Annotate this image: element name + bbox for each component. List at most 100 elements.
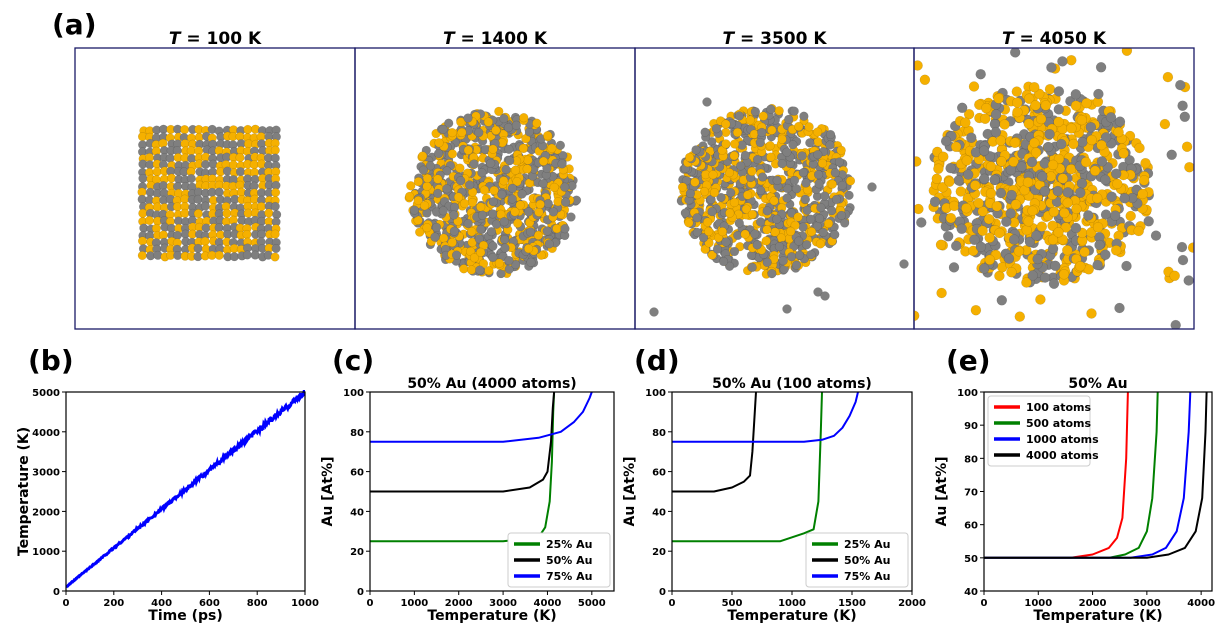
atom bbox=[900, 260, 909, 269]
atom bbox=[806, 215, 815, 224]
atom bbox=[1045, 84, 1055, 94]
snapshot-2 bbox=[355, 48, 635, 329]
atom bbox=[180, 125, 189, 134]
legend: 100 atoms500 atoms1000 atoms4000 atoms bbox=[988, 396, 1099, 466]
atom bbox=[476, 225, 485, 234]
atom bbox=[527, 258, 536, 267]
atom bbox=[138, 237, 147, 246]
atom bbox=[519, 144, 528, 153]
atom bbox=[450, 227, 459, 236]
atom bbox=[1012, 98, 1022, 108]
y-tick-label: 90 bbox=[964, 421, 978, 432]
series-line bbox=[66, 390, 305, 587]
atom bbox=[561, 198, 570, 207]
atom bbox=[1011, 200, 1021, 210]
y-tick-label: 80 bbox=[964, 454, 978, 465]
atom bbox=[1144, 216, 1154, 226]
snapshot-3 bbox=[635, 48, 914, 329]
atom bbox=[464, 219, 473, 228]
atom bbox=[271, 253, 280, 262]
atom bbox=[943, 231, 953, 241]
atom bbox=[795, 251, 804, 260]
y-tick-label: 60 bbox=[652, 468, 666, 479]
atom bbox=[138, 251, 147, 260]
atom bbox=[501, 244, 510, 253]
atom bbox=[831, 168, 840, 177]
atom bbox=[1000, 120, 1010, 130]
atom bbox=[963, 170, 973, 180]
y-tick-label: 60 bbox=[964, 521, 978, 532]
atom bbox=[1100, 175, 1110, 185]
atom bbox=[778, 135, 787, 144]
atom bbox=[1053, 186, 1063, 196]
atom bbox=[770, 196, 779, 205]
atom bbox=[1004, 254, 1014, 264]
atom bbox=[543, 131, 552, 140]
y-tick-label: 100 bbox=[343, 388, 364, 399]
atom bbox=[979, 174, 989, 184]
y-tick-label: 100 bbox=[645, 388, 666, 399]
atom bbox=[819, 228, 828, 237]
chart-b: (b)0 200 400 600 800 100001000200030004000500… bbox=[16, 344, 319, 623]
atom bbox=[1097, 140, 1107, 150]
snapshot-title-value: = 1400 K bbox=[455, 29, 548, 49]
snapshot-frames bbox=[75, 46, 1198, 330]
atom bbox=[1107, 192, 1117, 202]
x-tick-label: 5000 bbox=[578, 598, 606, 609]
atom bbox=[448, 238, 457, 247]
atom bbox=[1037, 222, 1047, 232]
atom bbox=[524, 156, 533, 165]
x-axis-label: Time (ps) bbox=[148, 608, 222, 623]
atom bbox=[949, 262, 959, 272]
atom bbox=[759, 112, 768, 121]
atom bbox=[478, 211, 487, 220]
atom bbox=[1077, 178, 1087, 188]
atom bbox=[813, 128, 822, 137]
y-tick-label: 5000 bbox=[32, 388, 60, 399]
atom bbox=[524, 207, 533, 216]
atom bbox=[750, 230, 759, 239]
atom bbox=[974, 198, 984, 208]
atom bbox=[748, 263, 757, 272]
atom bbox=[1178, 255, 1188, 265]
atom bbox=[410, 206, 419, 215]
atom bbox=[762, 237, 771, 246]
atoms bbox=[650, 98, 909, 317]
atom bbox=[500, 217, 509, 226]
atom bbox=[986, 188, 996, 198]
legend-label: 25% Au bbox=[546, 538, 593, 551]
atom bbox=[710, 188, 719, 197]
atom bbox=[487, 227, 496, 236]
atom bbox=[772, 215, 781, 224]
atom bbox=[970, 180, 980, 190]
atom bbox=[1029, 82, 1039, 92]
legend: 25% Au50% Au75% Au bbox=[508, 533, 610, 587]
atom bbox=[1028, 206, 1038, 216]
atom bbox=[722, 238, 731, 247]
atom bbox=[271, 202, 280, 211]
y-tick-label: 80 bbox=[652, 428, 666, 439]
atom bbox=[500, 235, 509, 244]
atom bbox=[802, 179, 811, 188]
atom bbox=[753, 241, 762, 250]
atom bbox=[1110, 211, 1120, 221]
chart-title: 50% Au (100 atoms) bbox=[712, 376, 872, 392]
atom bbox=[423, 182, 432, 191]
atom bbox=[1071, 204, 1081, 214]
y-tick-label: 40 bbox=[652, 507, 666, 518]
atom bbox=[1167, 150, 1177, 160]
atom bbox=[1093, 260, 1103, 270]
atom bbox=[476, 203, 485, 212]
atom bbox=[756, 186, 765, 195]
series-line bbox=[672, 392, 858, 442]
atom bbox=[701, 128, 710, 137]
atom bbox=[913, 204, 923, 214]
atom bbox=[775, 106, 784, 115]
legend-label: 500 atoms bbox=[1026, 417, 1091, 430]
atom bbox=[693, 213, 702, 222]
atom bbox=[868, 183, 877, 192]
atom bbox=[1063, 198, 1073, 208]
atom bbox=[271, 146, 280, 155]
atom bbox=[992, 201, 1002, 211]
atom bbox=[996, 156, 1006, 166]
